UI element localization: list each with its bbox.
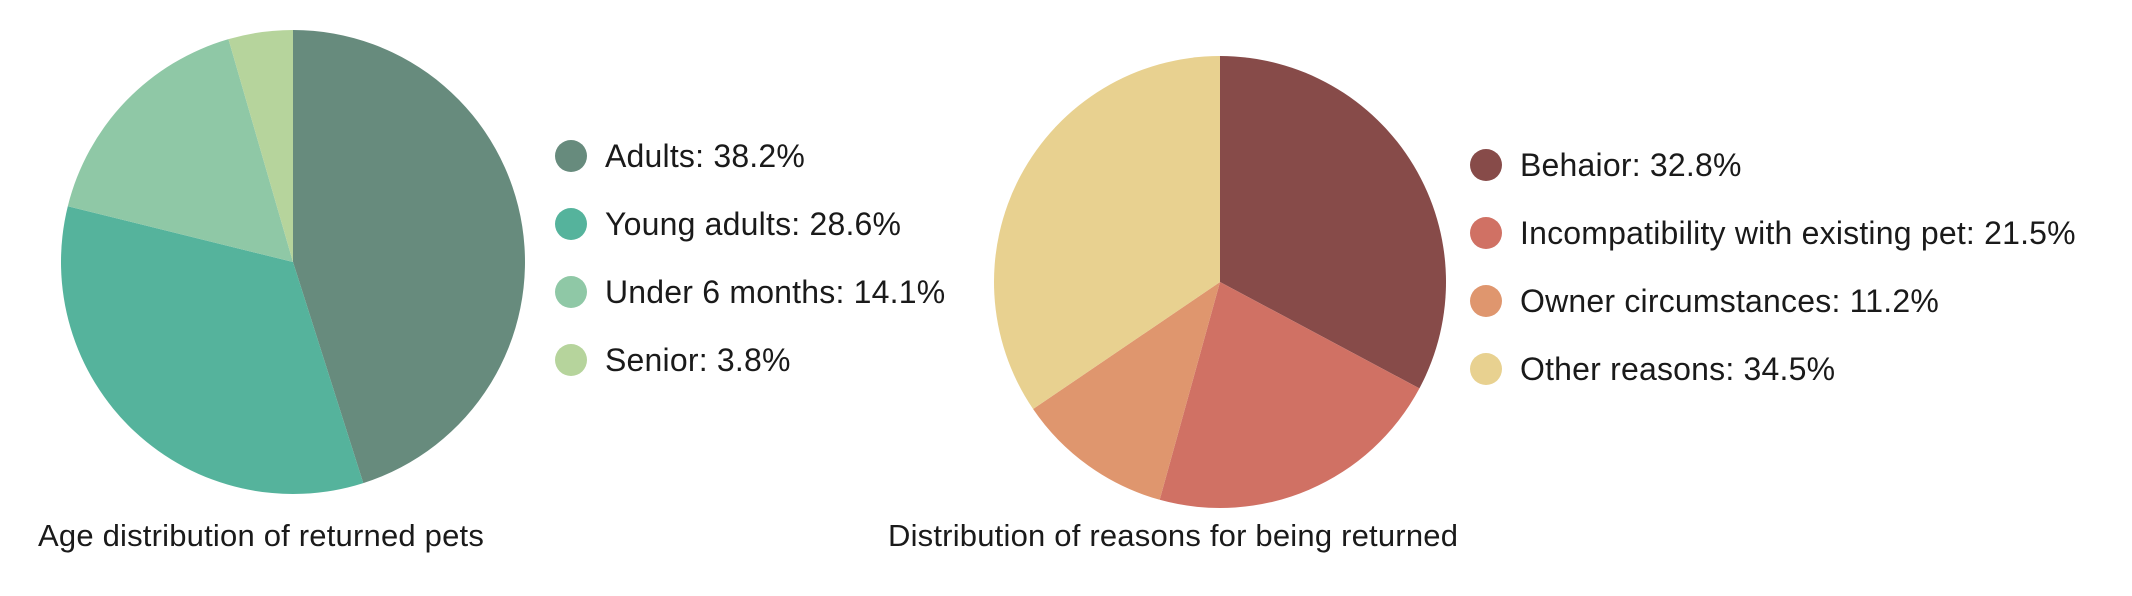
pie-slice-under-6-months — [67, 39, 293, 262]
chart-caption: Age distribution of returned pets — [38, 518, 485, 553]
pie-slice-adults — [293, 30, 525, 484]
legend-item: Behaior: 32.8% — [1470, 131, 2076, 199]
legend-label: Behaior: 32.8% — [1520, 146, 1742, 183]
age-distribution-chart: Adults: 38.2% Young adults: 28.6% Under … — [0, 0, 1000, 596]
reasons-distribution-chart: Behaior: 32.8% Incompatibility with exis… — [870, 0, 2132, 596]
legend-item: Senior: 3.8% — [555, 326, 945, 394]
legend-swatch-icon — [555, 344, 587, 376]
age-legend: Adults: 38.2% Young adults: 28.6% Under … — [555, 122, 945, 394]
pie-slice-senior — [228, 30, 293, 262]
legend-label: Other reasons: 34.5% — [1520, 350, 1836, 387]
legend-label: Under 6 months: 14.1% — [605, 273, 946, 310]
pie-slice-incompatibility-with-existing-pet — [1159, 282, 1420, 508]
legend-swatch-icon — [1470, 353, 1502, 385]
legend-swatch-icon — [555, 140, 587, 172]
legend-label: Owner circumstances: 11.2% — [1520, 282, 1939, 319]
legend-item: Other reasons: 34.5% — [1470, 335, 2076, 403]
legend-item: Adults: 38.2% — [555, 122, 945, 190]
pie-slice-other-reasons — [994, 56, 1220, 410]
legend-label: Senior: 3.8% — [605, 341, 791, 378]
legend-swatch-icon — [555, 276, 587, 308]
legend-label: Adults: 38.2% — [605, 137, 806, 174]
legend-swatch-icon — [1470, 217, 1502, 249]
legend-item: Under 6 months: 14.1% — [555, 258, 945, 326]
reasons-pie — [994, 56, 1447, 508]
chart-caption: Distribution of reasons for being return… — [888, 518, 1459, 553]
legend-item: Young adults: 28.6% — [555, 190, 945, 258]
legend-swatch-icon — [555, 208, 587, 240]
pie-slice-young-adults — [60, 206, 364, 494]
pie-slice-behaior — [1220, 56, 1447, 389]
legend-label: Incompatibility with existing pet: 21.5% — [1520, 214, 2076, 251]
reasons-legend: Behaior: 32.8% Incompatibility with exis… — [1470, 131, 2076, 403]
legend-swatch-icon — [1470, 149, 1502, 181]
legend-swatch-icon — [1470, 285, 1502, 317]
pie-slice-owner-circumstances — [1033, 282, 1220, 500]
age-pie — [60, 30, 525, 494]
legend-item: Owner circumstances: 11.2% — [1470, 267, 2076, 335]
legend-label: Young adults: 28.6% — [605, 205, 902, 242]
legend-item: Incompatibility with existing pet: 21.5% — [1470, 199, 2076, 267]
